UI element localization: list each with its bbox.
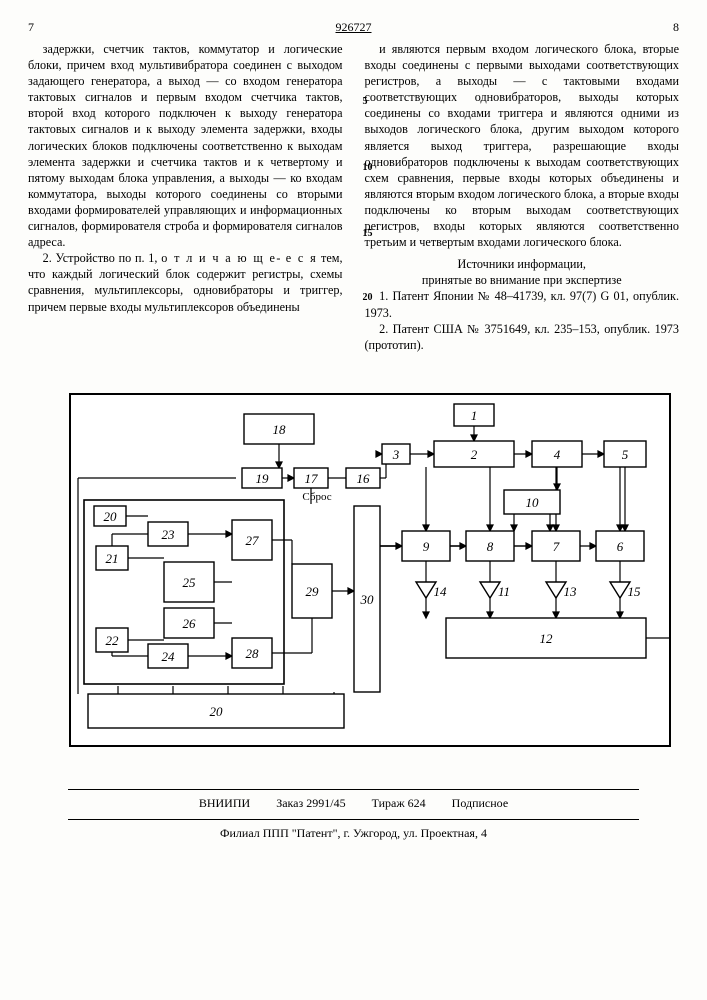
svg-text:24: 24	[161, 649, 175, 664]
imprint-tirazh: Тираж 624	[372, 796, 426, 811]
page: 7 926727 8 задержки, счетчик тактов, ком…	[0, 0, 707, 1000]
line-mark-5: 5	[363, 95, 368, 108]
svg-text:28: 28	[245, 646, 259, 661]
svg-text:22: 22	[105, 633, 119, 648]
svg-text:12: 12	[539, 631, 553, 646]
line-mark-15: 15	[363, 227, 373, 240]
imprint-line: ВНИИПИ Заказ 2991/45 Тираж 624 Подписное	[28, 796, 679, 811]
claim2-emph1: о т л и ч а ю щ е-	[161, 251, 282, 265]
svg-text:18: 18	[272, 422, 286, 437]
footer-rule-mid	[68, 819, 639, 820]
svg-text:25: 25	[182, 575, 196, 590]
imprint-address: Филиал ППП "Патент", г. Ужгород, ул. Про…	[28, 826, 679, 841]
imprint-org: ВНИИПИ	[199, 796, 250, 811]
svg-text:9: 9	[422, 539, 429, 554]
svg-text:8: 8	[486, 539, 493, 554]
imprint-sub: Подписное	[452, 796, 509, 811]
svg-text:27: 27	[245, 533, 259, 548]
svg-text:20: 20	[209, 704, 223, 719]
column-left: задержки, счетчик тактов, коммутатор и л…	[28, 41, 343, 353]
svg-text:30: 30	[359, 592, 374, 607]
svg-text:2: 2	[470, 447, 477, 462]
svg-text:1: 1	[470, 408, 477, 423]
claim2-emph2: е с я	[286, 251, 317, 265]
svg-text:7: 7	[552, 539, 559, 554]
line-mark-20: 20	[363, 291, 373, 304]
footer-rule-top	[68, 789, 639, 790]
svg-text:17: 17	[304, 471, 318, 486]
right-para-1: и являются первым входом логического бло…	[365, 41, 680, 250]
left-para-2: 2. Устройство по п. 1, о т л и ч а ю щ е…	[28, 250, 343, 314]
svg-text:11: 11	[497, 584, 509, 599]
svg-text:21: 21	[105, 551, 118, 566]
imprint-footer: ВНИИПИ Заказ 2991/45 Тираж 624 Подписное…	[28, 789, 679, 841]
text-columns: задержки, счетчик тактов, коммутатор и л…	[28, 41, 679, 353]
claim2-prefix: 2. Устройство по п. 1,	[43, 251, 162, 265]
page-num-right: 8	[673, 20, 679, 35]
svg-text:10: 10	[525, 495, 539, 510]
svg-text:23: 23	[161, 527, 175, 542]
svg-text:4: 4	[553, 447, 560, 462]
imprint-order: Заказ 2991/45	[276, 796, 345, 811]
svg-text:20: 20	[103, 509, 117, 524]
block-diagram: 1234567891012161718192020212223242526272…	[34, 371, 674, 771]
svg-text:15: 15	[627, 584, 641, 599]
svg-text:13: 13	[563, 584, 577, 599]
column-right: 5 10 15 20 и являются первым входом логи…	[365, 41, 680, 353]
svg-text:5: 5	[621, 447, 628, 462]
source-1: 1. Патент Японии № 48–41739, кл. 97(7) G…	[365, 288, 680, 320]
line-mark-10: 10	[363, 161, 373, 174]
svg-text:29: 29	[305, 584, 319, 599]
document-number: 926727	[336, 20, 372, 35]
svg-text:6: 6	[616, 539, 623, 554]
svg-text:14: 14	[433, 584, 447, 599]
svg-text:16: 16	[356, 471, 370, 486]
svg-text:Сброс: Сброс	[302, 491, 331, 503]
page-num-left: 7	[28, 20, 34, 35]
svg-text:26: 26	[182, 616, 196, 631]
svg-text:3: 3	[391, 447, 399, 462]
page-header: 7 926727 8	[28, 20, 679, 35]
sources-heading: Источники информации, принятые во вниман…	[365, 256, 680, 288]
left-para-1: задержки, счетчик тактов, коммутатор и л…	[28, 41, 343, 250]
source-2: 2. Патент США № 3751649, кл. 235–153, оп…	[365, 321, 680, 353]
diagram-svg: 1234567891012161718192020212223242526272…	[34, 371, 674, 771]
svg-text:19: 19	[255, 471, 269, 486]
